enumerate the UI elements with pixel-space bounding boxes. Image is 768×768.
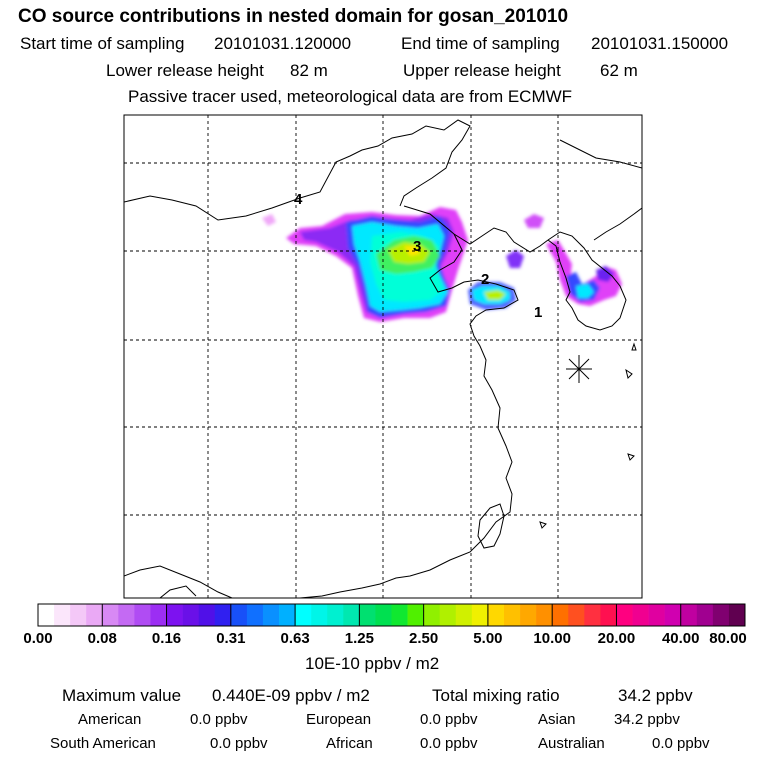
region-value-african: 0.0 ppbv (420, 735, 478, 752)
colorbar-swatch (503, 604, 521, 626)
colorbar-swatch (214, 604, 232, 626)
colorbar-swatch (520, 604, 537, 626)
colorbar-tick-label: 0.31 (216, 630, 246, 647)
colorbar-tick-label: 80.00 (709, 630, 747, 647)
max-value-label: Maximum value (62, 686, 182, 705)
colorbar-swatch (600, 604, 617, 626)
region-value-australian: 0.0 ppbv (652, 735, 710, 752)
gosan-station-marker (566, 355, 592, 383)
colorbar-swatch (182, 604, 199, 626)
colorbar-units: 10E-10 ppbv / m2 (305, 654, 440, 673)
colorbar-swatch (279, 604, 296, 626)
lower-height-label: Lower release height (106, 61, 264, 80)
colorbar-swatch (198, 604, 216, 626)
region-name-european: European (306, 711, 372, 728)
colorbar-swatch (616, 604, 633, 626)
end-time-label: End time of sampling (401, 34, 560, 53)
colorbar-tick-label: 0.63 (280, 630, 310, 647)
colorbar-swatch (728, 604, 746, 626)
plot-title: CO source contributions in nested domain… (18, 6, 569, 27)
colorbar-swatch (648, 604, 665, 626)
colorbar-tick-label: 2.50 (409, 630, 439, 647)
region-label-3: 3 (413, 238, 421, 255)
colorbar-tick-label: 0.16 (151, 630, 182, 647)
colorbar-swatch (455, 604, 473, 626)
colorbar-swatch (375, 604, 392, 626)
region-value-south-american: 0.0 ppbv (210, 735, 268, 752)
colorbar-swatch (568, 604, 585, 626)
colorbar-tick-label: 40.00 (661, 630, 700, 647)
colorbar-swatch (391, 604, 408, 626)
region-label-1: 1 (534, 304, 542, 321)
colorbar-tick-label: 20.00 (597, 630, 636, 647)
colorbar-swatch (632, 604, 649, 626)
start-time-label: Start time of sampling (20, 34, 185, 53)
region-name-american: American (78, 711, 142, 728)
max-value: 0.440E-09 ppbv / m2 (212, 686, 370, 705)
colorbar-swatch (86, 604, 103, 626)
colorbar-tick-label: 0.08 (87, 630, 117, 647)
colorbar-frame (37, 603, 746, 627)
tracer-note: Passive tracer used, meteorological data… (128, 87, 573, 106)
upper-height-value: 62 m (600, 61, 638, 80)
colorbar-swatch (584, 604, 601, 626)
colorbar-swatch (696, 604, 714, 626)
colorbar-swatch (118, 604, 135, 626)
concentration-plume (262, 207, 622, 322)
colorbar-swatch (150, 604, 167, 626)
region-name-australian: Australian (538, 735, 605, 752)
colorbar-swatch (439, 604, 457, 626)
region-value-asian: 34.2 ppbv (614, 711, 680, 728)
region-name-african: African (326, 735, 373, 752)
colorbar-swatch (38, 604, 55, 626)
colorbar-tick-label: 5.00 (473, 630, 503, 647)
colorbar-swatch (536, 604, 553, 626)
lat-lon-grid (124, 115, 642, 598)
colorbar-swatch (487, 604, 505, 626)
colorbar-swatch (262, 604, 280, 626)
region-name-asian: Asian (538, 711, 576, 728)
colorbar-swatch (70, 604, 87, 626)
total-mixing-value: 34.2 ppbv (618, 686, 693, 705)
end-time-value: 20101031.150000 (591, 34, 729, 53)
map-frame (123, 114, 643, 599)
colorbar-swatch (423, 604, 441, 626)
colorbar-tick-label: 1.25 (344, 630, 374, 647)
start-time-value: 20101031.120000 (214, 34, 352, 53)
colorbar-swatch (246, 604, 264, 626)
colorbar-swatch (295, 604, 312, 626)
colorbar-swatch (311, 604, 328, 626)
region-label-2: 2 (481, 271, 489, 288)
colorbar-swatch (664, 604, 682, 626)
upper-height-label: Upper release height (403, 61, 561, 80)
colorbar-swatch (471, 604, 489, 626)
colorbar-swatch (230, 604, 248, 626)
colorbar-swatch (102, 604, 119, 626)
coastlines (124, 119, 642, 598)
region-value-european: 0.0 ppbv (420, 711, 478, 728)
lower-height-value: 82 m (290, 61, 328, 80)
region-value-american: 0.0 ppbv (190, 711, 248, 728)
colorbar-swatch (359, 604, 376, 626)
region-name-south-american: South American (50, 735, 156, 752)
colorbar-swatch (343, 604, 360, 626)
region-label-4: 4 (294, 191, 303, 208)
colorbar-tick-label: 0.00 (23, 630, 53, 647)
colorbar-swatch (552, 604, 569, 626)
colorbar-swatch (712, 604, 730, 626)
colorbar-swatch (54, 604, 71, 626)
colorbar-swatch (134, 604, 151, 626)
colorbar-tick-label: 10.00 (533, 630, 571, 647)
colorbar-swatch (166, 604, 183, 626)
total-mixing-label: Total mixing ratio (432, 686, 560, 705)
colorbar-swatch (327, 604, 344, 626)
colorbar (37, 603, 746, 627)
colorbar-swatch (407, 604, 424, 626)
colorbar-swatch (680, 604, 698, 626)
